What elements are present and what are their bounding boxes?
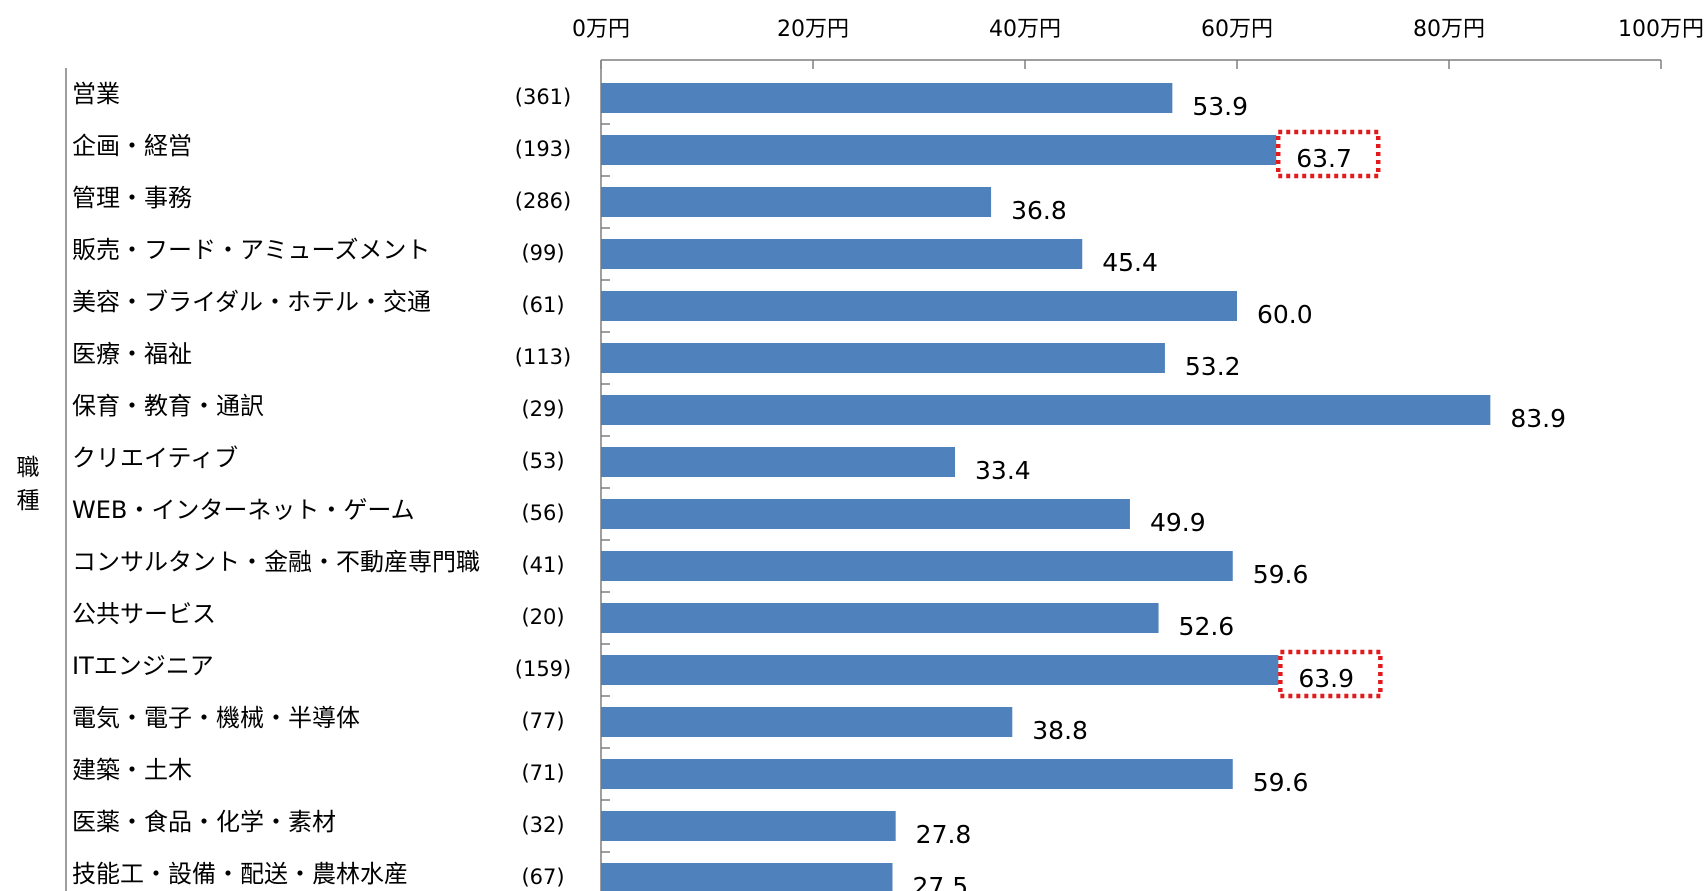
category-label: 管理・事務 (72, 184, 192, 212)
category-label: クリエイティブ (72, 444, 238, 472)
count-label: (67) (521, 865, 564, 889)
bar (601, 135, 1277, 165)
count-label: (53) (521, 449, 564, 473)
x-axis: 0万円 20万円 40万円 60万円 80万円 100万円 (65, 17, 1704, 891)
bar (601, 239, 1083, 269)
bar (601, 811, 896, 841)
category-label: 技能工・設備・配送・農林水産 (72, 860, 408, 888)
category-label: 営業 (72, 80, 120, 108)
chart-row: 技能工・設備・配送・農林水産 (67) 27.5 (72, 860, 968, 891)
value-label: 63.9 (1298, 664, 1354, 693)
category-label: 企画・経営 (72, 132, 192, 160)
chart-row: コンサルタント・金融・不動産専門職 (41) 59.6 (72, 548, 1309, 593)
count-label: (41) (521, 553, 564, 577)
bar (601, 499, 1130, 529)
count-label: (77) (521, 709, 564, 733)
count-label: (286) (515, 189, 571, 213)
value-label: 53.2 (1185, 352, 1241, 381)
bar (601, 447, 956, 477)
chart-row: 美容・ブライダル・ホテル・交通 (61) 60.0 (72, 288, 1313, 333)
value-label: 53.9 (1192, 92, 1248, 121)
bar (601, 863, 893, 891)
chart-row: 建築・土木 (71) 59.6 (72, 756, 1309, 801)
bar (601, 83, 1173, 113)
chart-row: 公共サービス (20) 52.6 (72, 600, 1235, 645)
count-label: (159) (515, 657, 571, 681)
count-label: (61) (521, 293, 564, 317)
value-label: 38.8 (1032, 716, 1088, 745)
count-label: (71) (521, 761, 564, 785)
group-label-char-1: 職 (17, 455, 40, 481)
bar (601, 187, 992, 217)
count-label: (361) (515, 85, 571, 109)
x-tick-label: 40万円 (989, 17, 1061, 42)
chart-row: 医薬・食品・化学・素材 (32) 27.8 (72, 808, 972, 853)
category-label: 医薬・食品・化学・素材 (72, 808, 336, 836)
bar (601, 395, 1491, 425)
value-label: 59.6 (1253, 560, 1309, 589)
bar (601, 551, 1233, 581)
count-label: (113) (515, 345, 571, 369)
category-label: 美容・ブライダル・ホテル・交通 (72, 288, 431, 316)
category-label: 販売・フード・アミューズメント (72, 236, 430, 264)
category-group-label: 職 種 (17, 455, 40, 514)
chart-row: 販売・フード・アミューズメント (99) 45.4 (72, 236, 1158, 281)
value-label: 33.4 (975, 456, 1031, 485)
count-label: (29) (521, 397, 564, 421)
bar (601, 759, 1233, 789)
value-label: 27.5 (913, 872, 969, 891)
bar (601, 343, 1165, 373)
count-label: (99) (521, 241, 564, 265)
bar (601, 655, 1279, 685)
value-label: 52.6 (1179, 612, 1235, 641)
count-label: (56) (521, 501, 564, 525)
category-label: ITエンジニア (72, 652, 214, 680)
chart-row: 医療・福祉 (113) 53.2 (72, 340, 1241, 385)
bar (601, 707, 1013, 737)
value-label: 83.9 (1510, 404, 1566, 433)
chart-row: 電気・電子・機械・半導体 (77) 38.8 (72, 704, 1088, 749)
x-tick-label: 80万円 (1413, 17, 1485, 42)
value-label: 60.0 (1257, 300, 1313, 329)
chart-row: 企画・経営 (193) 63.7 (72, 129, 1381, 179)
category-label: 公共サービス (72, 600, 216, 628)
x-tick-label: 0万円 (572, 17, 630, 42)
count-label: (32) (521, 813, 564, 837)
x-tick-label: 100万円 (1618, 17, 1704, 42)
value-label: 49.9 (1150, 508, 1206, 537)
count-label: (193) (515, 137, 571, 161)
chart-row: クリエイティブ (53) 33.4 (72, 444, 1031, 489)
category-label: 医療・福祉 (72, 340, 192, 368)
bar (601, 291, 1237, 321)
value-label: 59.6 (1253, 768, 1309, 797)
category-label: 電気・電子・機械・半導体 (72, 704, 360, 732)
highlight-box (1278, 649, 1383, 699)
highlight-box (1275, 129, 1381, 179)
category-label: コンサルタント・金融・不動産専門職 (72, 548, 480, 576)
category-label: 保育・教育・通訳 (72, 392, 264, 420)
chart-row: WEB・インターネット・ゲーム (56) 49.9 (72, 496, 1206, 541)
chart-row: 管理・事務 (286) 36.8 (72, 184, 1067, 229)
category-label: 建築・土木 (72, 756, 192, 784)
bar (601, 603, 1159, 633)
chart-row: 保育・教育・通訳 (29) 83.9 (72, 392, 1566, 437)
chart-rows: 営業 (361) 53.9 企画・経営 (193) 63.7 管理・事務 (286) 36.8 販… (72, 80, 1566, 891)
x-tick-label: 60万円 (1201, 17, 1273, 42)
count-label: (20) (521, 605, 564, 629)
value-label: 63.7 (1296, 144, 1352, 173)
chart-row: ITエンジニア (159) 63.9 (72, 649, 1383, 699)
group-label-char-2: 種 (17, 488, 40, 514)
value-label: 27.8 (916, 820, 972, 849)
value-label: 36.8 (1011, 196, 1067, 225)
chart-row: 営業 (361) 53.9 (72, 80, 1248, 125)
value-label: 45.4 (1102, 248, 1158, 277)
category-label: WEB・インターネット・ゲーム (72, 496, 415, 524)
x-tick-label: 20万円 (777, 17, 849, 42)
